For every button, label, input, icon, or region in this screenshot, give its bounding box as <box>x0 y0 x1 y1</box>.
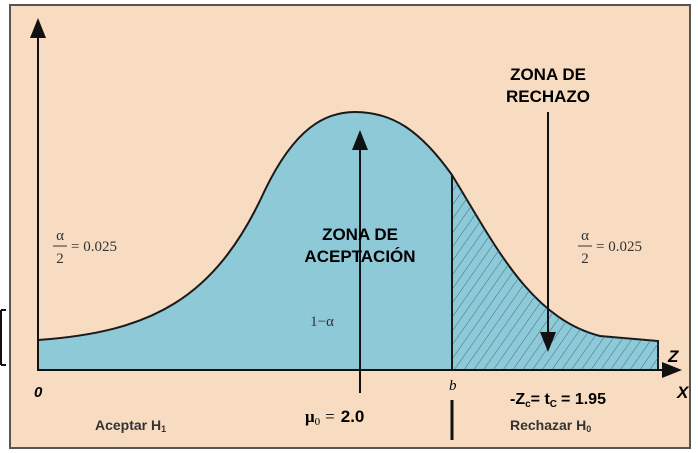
reject-zone: ZONA DE <box>510 65 586 84</box>
accept-label: Aceptar H1 <box>95 417 166 434</box>
bracket <box>0 309 6 366</box>
accept-zone: ZONA DE <box>322 225 398 244</box>
rejection-area <box>452 175 658 370</box>
accept-zone: ACEPTACIÓN <box>304 247 415 266</box>
reject-label: Rechazar H0 <box>510 417 591 434</box>
z-label: Z <box>667 347 679 366</box>
mu-label: μ0 = 2.0 <box>305 407 364 428</box>
x-label: X <box>676 383 690 402</box>
alpha-value: = 0.025 <box>596 239 642 255</box>
critical-label: -Zc= tC = 1.95 <box>510 391 606 410</box>
alpha: α <box>56 228 64 244</box>
reject-zone: RECHAZO <box>506 87 590 106</box>
alpha: α <box>581 228 589 244</box>
origin: 0 <box>34 384 43 401</box>
two: 2 <box>581 251 589 267</box>
two: 2 <box>56 251 64 267</box>
one-minus-alpha: 1−α <box>310 314 334 330</box>
b-label: b <box>449 378 457 394</box>
alpha-value: = 0.025 <box>71 239 117 255</box>
